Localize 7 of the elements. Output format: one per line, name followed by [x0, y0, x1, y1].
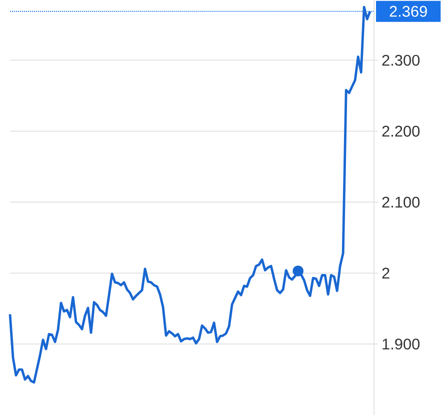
ref-line-label: 2.369	[390, 6, 427, 17]
y-tick-label: 1.900	[382, 338, 420, 350]
line-series	[8, 6, 372, 384]
y-tick-label: 2	[382, 268, 390, 279]
y-tick-label: 2.200	[382, 126, 420, 137]
y-tick-label: 2.100	[382, 196, 420, 208]
y-tick-label: 2.300	[382, 54, 420, 66]
